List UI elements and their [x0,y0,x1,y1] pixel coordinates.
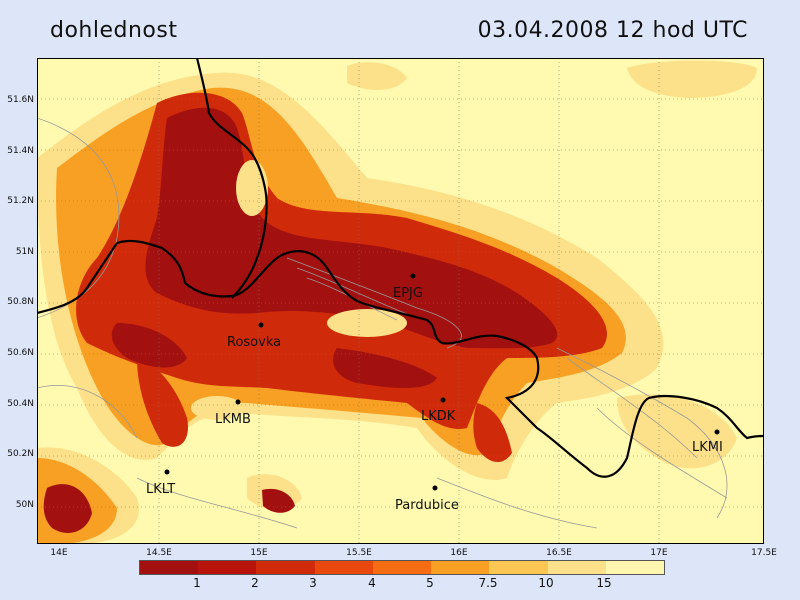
legend-label: 7.5 [478,576,498,590]
lon-label: 17E [650,548,668,558]
country-borders [36,57,765,478]
lon-label: 16E [450,548,468,558]
lat-label: 51N [15,247,34,257]
station-label-lklt: LKLT [146,482,175,497]
lon-label: 14.5E [146,548,172,558]
lat-label: 50.4N [7,399,34,409]
station-label-lkmi: LKMI [692,440,723,455]
lat-label: 50.8N [7,297,34,307]
legend-color-segment [489,561,548,574]
map-datetime: 03.04.2008 12 hod UTC [477,18,748,43]
legend-color-segment [547,561,606,574]
lon-label: 15E [250,548,268,558]
map-frame [37,58,764,544]
station-dot-lkdk [440,397,446,403]
map-title: dohlednost [50,18,178,43]
station-label-lkmb: LKMB [215,412,251,427]
station-label-rosovka: Rosovka [227,335,281,350]
legend-color-segment [431,561,490,574]
legend-label: 2 [251,576,259,590]
visibility-legend-bar [139,560,665,575]
legend-color-segment [314,561,373,574]
station-markers: EPJG Rosovka LKMB LKDK LKLT Pardubice LK… [146,273,723,513]
legend-label: 15 [596,576,612,590]
station-dot-lklt [164,469,170,475]
legend-color-segment [140,561,199,574]
legend-color-segment [372,561,432,574]
legend-color-segment [605,561,664,574]
station-dot-pardubice [432,485,438,491]
map-canvas: EPJG Rosovka LKMB LKDK LKLT Pardubice LK… [36,57,765,544]
lon-label: 15.5E [346,548,372,558]
visibility-map: EPJG Rosovka LKMB LKDK LKLT Pardubice LK… [36,57,765,544]
station-dot-epjg [410,273,416,279]
station-dot-lkmb [235,399,241,405]
station-dot-rosovka [258,322,264,328]
legend-label: 3 [309,576,317,590]
visibility-clear-pockets [191,160,407,420]
legend-color-segment [256,561,315,574]
lat-label: 51.2N [7,196,34,206]
legend-label: 10 [538,576,554,590]
legend-color-segment [198,561,257,574]
lat-label: 51.6N [7,95,34,105]
legend-label: 4 [368,576,376,590]
station-label-pardubice: Pardubice [395,498,459,513]
station-dot-lkmi [714,429,720,435]
lat-label: 50.6N [7,348,34,358]
legend-label: 1 [193,576,201,590]
lat-label: 50N [15,500,34,510]
lat-label: 50.2N [7,449,34,459]
legend-label: 5 [426,576,434,590]
lon-label: 17.5E [751,548,777,558]
station-label-lkdk: LKDK [421,409,456,424]
lat-label: 51.4N [7,146,34,156]
lon-label: 16.5E [546,548,572,558]
station-label-epjg: EPJG [393,286,423,301]
lon-label: 14E [50,548,68,558]
